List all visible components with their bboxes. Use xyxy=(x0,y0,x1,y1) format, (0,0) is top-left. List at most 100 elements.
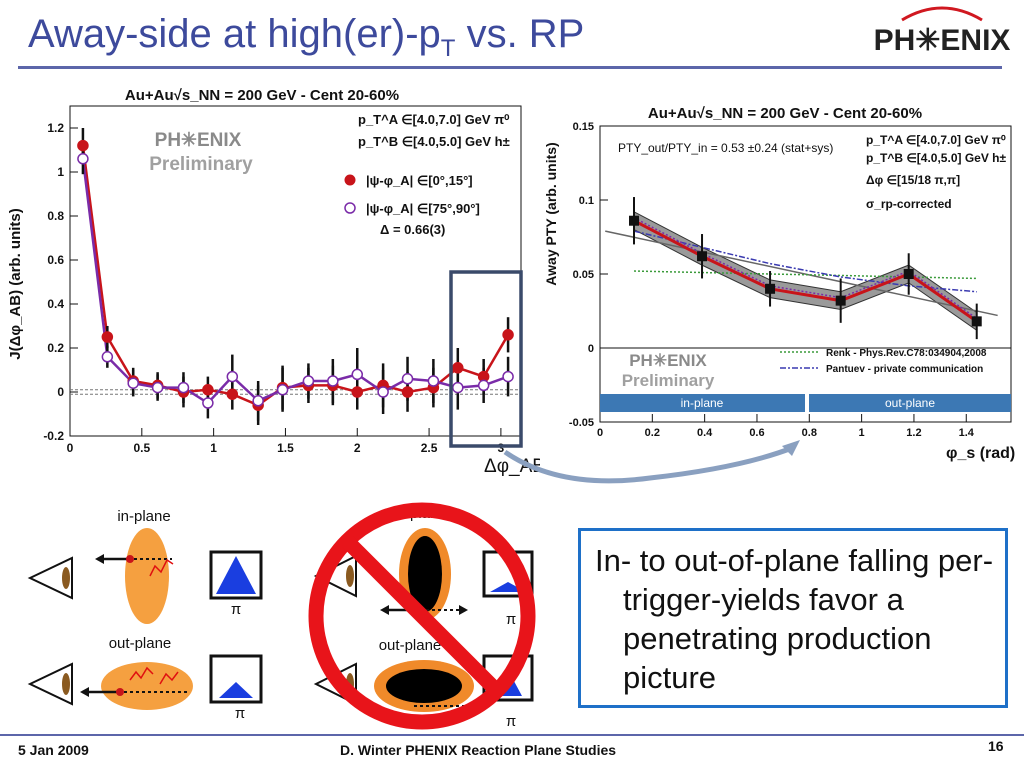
eye-icon xyxy=(27,662,73,706)
data-point-inplane xyxy=(101,331,114,343)
data-point-outplane xyxy=(327,375,339,387)
right-y-label: Away PTY (arb. units) xyxy=(543,142,559,285)
data-point-outplane xyxy=(401,373,414,385)
logo-arc xyxy=(901,6,983,22)
conclusion-text: In- to out-of-plane falling per-trigger-… xyxy=(595,543,994,695)
data-point-inplane xyxy=(452,362,464,374)
x-tick-label: 1.5 xyxy=(277,441,294,455)
x-tick-label: 2.5 xyxy=(421,441,438,455)
left-legend: p_T^A ∈[4.0,7.0] GeV π⁰ p_T^B ∈[4.0,5.0]… xyxy=(344,112,510,237)
page-number: 16 xyxy=(988,738,1004,754)
collision-almond-icon xyxy=(101,662,193,710)
x-tick-label: 0.6 xyxy=(749,427,764,439)
x-tick-label: 0.2 xyxy=(645,427,660,439)
yield-triangle-icon xyxy=(216,556,256,594)
outplane-band xyxy=(809,394,1011,412)
left-ptb-label: p_T^B ∈[4.0,5.0] GeV h± xyxy=(358,134,510,149)
legend-marker-outplane xyxy=(344,202,356,214)
right-annotations: PTY_out/PTY_in = 0.53 ±0.24 (stat+sys) p… xyxy=(618,133,1006,211)
left-watermark: PH✳ENIX Preliminary xyxy=(149,130,253,175)
data-point-outplane xyxy=(302,375,315,387)
trigger-arrowhead-icon xyxy=(380,605,389,615)
trigger-arrowhead-icon xyxy=(80,687,89,697)
data-point-outplane xyxy=(477,379,490,392)
data-point-outplane xyxy=(452,381,464,394)
data-point-inplane xyxy=(226,388,239,400)
eye-iris-icon xyxy=(62,567,70,589)
x-tick-label: 1 xyxy=(210,441,217,455)
data-point xyxy=(835,295,846,306)
jet-squiggle-icon xyxy=(129,666,179,685)
data-point xyxy=(629,215,640,226)
eye-iris-icon xyxy=(346,565,354,587)
y-tick-label: 0.1 xyxy=(579,195,594,207)
data-point-outplane xyxy=(276,384,289,396)
footer-rule xyxy=(0,734,1024,736)
data-point-outplane xyxy=(177,381,190,394)
footer-date: 5 Jan 2009 xyxy=(18,742,89,758)
x-tick-label: 2 xyxy=(354,441,361,455)
data-point-outplane xyxy=(252,395,264,407)
left-pta-label: p_T^A ∈[4.0,7.0] GeV π⁰ xyxy=(358,112,510,127)
right-ptb-label: p_T^B ∈[4.0,5.0] GeV h± xyxy=(866,151,1006,165)
data-point xyxy=(903,269,914,279)
legend-label-outplane: |ψ-φ_A| ∈[75°,90°] xyxy=(366,201,480,216)
pi-label-crossed-outplane: π xyxy=(506,713,516,730)
x-tick-label: 1 xyxy=(859,427,865,439)
corrected-label: σ_rp-corrected xyxy=(866,197,952,211)
slide-title: Away-side at high(er)-pT vs. RP xyxy=(28,12,585,62)
x-tick-label: 1.2 xyxy=(906,427,921,439)
right-watermark: PH✳ENIX Preliminary xyxy=(622,351,715,390)
data-point-outplane xyxy=(502,370,514,383)
title-rule xyxy=(18,66,1002,69)
y-tick-label: 0.8 xyxy=(47,209,64,223)
dphi-label: Δφ ∈[15/18 π,π] xyxy=(866,173,960,187)
data-point-outplane xyxy=(101,351,114,363)
phenix-logo: PH✳ENIX xyxy=(874,6,1010,57)
left-chart-title: Au+Au√s_NN = 200 GeV - Cent 20-60% xyxy=(125,87,399,104)
data-point xyxy=(971,316,982,327)
yield-triangle-icon xyxy=(219,682,253,698)
cartoon-inplane-label: in-plane xyxy=(117,508,170,525)
right-pta-label: p_T^A ∈[4.0,7.0] GeV π⁰ xyxy=(866,133,1006,147)
x-tick-label: 0 xyxy=(67,441,74,455)
data-point-outplane xyxy=(127,377,139,389)
crossed-outplane-label: out-plane xyxy=(379,637,442,654)
pantuev-curve xyxy=(633,230,977,293)
conclusion-box: In- to out-of-plane falling per-trigger-… xyxy=(578,528,1008,708)
data-point-inplane xyxy=(502,329,514,341)
outplane-band-label: out-plane xyxy=(885,396,935,410)
x-tick-label: 3 xyxy=(498,441,505,455)
left-y-label: J(Δφ_AB) (arb. units) xyxy=(7,208,24,360)
highlight-box xyxy=(449,270,523,448)
data-line xyxy=(633,219,978,323)
cartoon-diagrams: in-plane π out-plane π in-plane π out-pl… xyxy=(27,502,536,730)
pi-label-outplane: π xyxy=(235,705,245,722)
prohibition-slash-icon xyxy=(341,535,503,697)
y-tick-label: 0.05 xyxy=(573,269,594,281)
right-model-legend: Renk - Phys.Rev.C78:034904,2008 Pantuev … xyxy=(780,348,987,375)
data-point-outplane xyxy=(226,370,239,383)
y-tick-label: 0.15 xyxy=(573,121,594,133)
x-tick-label: 0 xyxy=(597,427,603,439)
data-point-inplane xyxy=(351,386,364,398)
collision-almond-icon xyxy=(125,528,169,624)
y-tick-label: -0.05 xyxy=(569,417,594,429)
right-x-label: φ_s (rad) xyxy=(946,445,1015,462)
pi-label-inplane: π xyxy=(231,601,241,618)
opaque-core-icon xyxy=(386,669,462,703)
data-point-outplane xyxy=(151,381,164,394)
plane-bands: in-plane out-plane xyxy=(600,394,1011,412)
left-chart: Au+Au√s_NN = 200 GeV - Cent 20-60% J(Δφ_… xyxy=(0,84,540,490)
left-delta-label: Δ = 0.66(3) xyxy=(380,222,445,237)
data-point-inplane xyxy=(401,386,414,398)
right-watermark-logo: PH✳ENIX xyxy=(629,351,707,370)
x-tick-label: 0.4 xyxy=(697,427,713,439)
right-watermark-text: Preliminary xyxy=(622,371,715,390)
data-point-outplane xyxy=(202,397,214,409)
inplane-band-label: in-plane xyxy=(681,396,724,410)
data-point-inplane xyxy=(202,384,214,396)
x-tick-label: 1.4 xyxy=(959,427,975,439)
data-point-inplane xyxy=(77,139,89,152)
